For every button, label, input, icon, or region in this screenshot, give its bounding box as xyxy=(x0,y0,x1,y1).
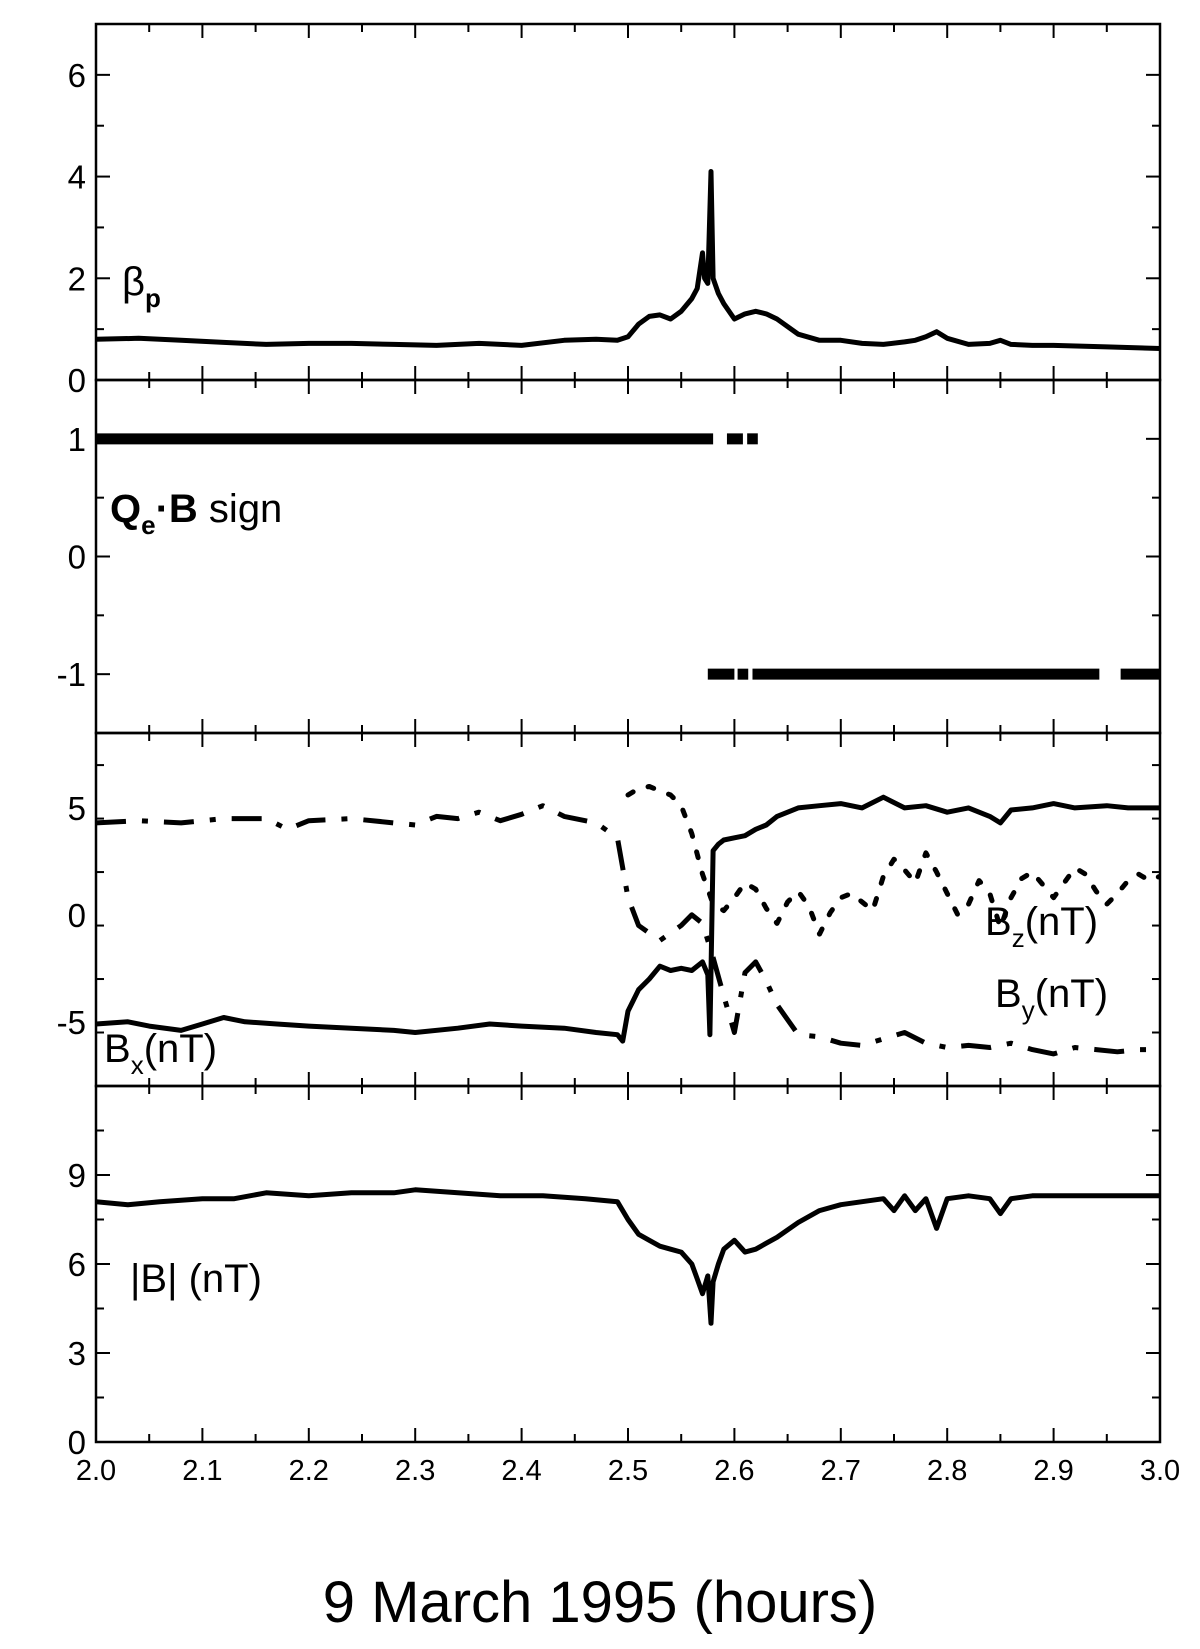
series-line-1 xyxy=(96,794,1160,1044)
panel-label-main: B xyxy=(104,1027,131,1071)
panel-label-subscript: z xyxy=(1012,923,1025,953)
panel-label-main: Q xyxy=(110,487,141,531)
panel-label: |B| (nT) xyxy=(130,1257,262,1301)
panel-label-main: B xyxy=(985,900,1012,944)
x-axis-title: 9 March 1995 (hours) xyxy=(323,1570,877,1635)
panel-label-subscript: y xyxy=(1022,995,1035,1025)
x-tick-label: 2.3 xyxy=(395,1455,435,1487)
panel-data xyxy=(96,433,1160,680)
y-tick-label: 4 xyxy=(68,159,86,196)
x-axis: 2.0 2.1 2.2 2.3 2.4 2.5 2.6 2.7 2.8 2.9 3.0 xyxy=(76,1455,1180,1487)
series-line-1 xyxy=(96,1187,1160,1326)
panel-beta: 0 2 4 6 βp xyxy=(68,22,1162,399)
y-tick-label: 6 xyxy=(68,57,86,94)
panel-label-subscript: x xyxy=(131,1050,144,1080)
y-tick-label: 0 xyxy=(68,1424,86,1461)
series-line-2 xyxy=(96,803,1160,1057)
y-tick-label: -1 xyxy=(57,656,86,693)
series-line-1 xyxy=(96,169,1160,351)
panel-label-rest: (nT) xyxy=(144,1027,217,1071)
x-tick-label: 2.9 xyxy=(1033,1455,1073,1487)
y-tick-label: 0 xyxy=(68,897,86,934)
x-tick-label: 2.4 xyxy=(501,1455,541,1487)
panel-label: Qe·B sign xyxy=(110,487,282,540)
panel-label-subscript: e xyxy=(141,510,155,540)
panel-label-subscript: p xyxy=(145,283,161,313)
panel-data xyxy=(96,784,1160,1057)
panel-data xyxy=(96,169,1160,351)
y-tick-label: 6 xyxy=(68,1246,86,1283)
x-tick-label: 2.5 xyxy=(608,1455,648,1487)
panel-label-main: |B| (nT) xyxy=(130,1257,262,1301)
y-tick-label: 5 xyxy=(68,790,86,827)
y-tick-label: 0 xyxy=(68,539,86,576)
panel-label-rest: (nT) xyxy=(1025,900,1098,944)
panel-magnitude: 0 3 6 9 |B| (nT) xyxy=(68,1084,1162,1461)
y-tick-label: -5 xyxy=(57,1004,86,1041)
y-tick-label: 9 xyxy=(68,1157,86,1194)
x-tick-label: 3.0 xyxy=(1140,1455,1180,1487)
panel-label: βp xyxy=(122,260,161,313)
series-line-3 xyxy=(625,784,1160,937)
panel-label: By(nT) xyxy=(995,972,1108,1025)
panel-label-rest: (nT) xyxy=(1035,972,1108,1016)
y-tick-label: 2 xyxy=(68,260,86,297)
y-tick-label: 0 xyxy=(68,362,86,399)
panel-data xyxy=(96,1187,1160,1326)
panel-label-tail: sign xyxy=(198,487,283,531)
x-tick-label: 2.2 xyxy=(289,1455,329,1487)
x-tick-label: 2.8 xyxy=(927,1455,967,1487)
x-tick-label: 2.1 xyxy=(182,1455,222,1487)
panel-label-main: β xyxy=(122,260,145,304)
x-tick-label: 2.0 xyxy=(76,1455,116,1487)
y-tick-label: 3 xyxy=(68,1335,86,1372)
panel-label-main: B xyxy=(995,972,1022,1016)
panel-label-rest: ·B xyxy=(156,487,198,531)
panel-frame xyxy=(94,22,1162,382)
x-tick-label: 2.6 xyxy=(714,1455,754,1487)
x-tick-label: 2.7 xyxy=(821,1455,861,1487)
panel-frame xyxy=(94,378,1162,735)
panel-label: Bx(nT) xyxy=(104,1027,217,1080)
y-tick-label: 1 xyxy=(68,421,86,458)
panel-label: Bz(nT) xyxy=(985,900,1098,953)
